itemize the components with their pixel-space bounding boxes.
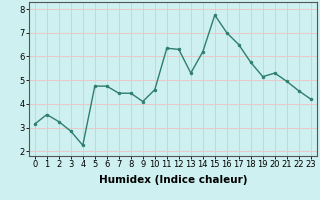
X-axis label: Humidex (Indice chaleur): Humidex (Indice chaleur)	[99, 175, 247, 185]
